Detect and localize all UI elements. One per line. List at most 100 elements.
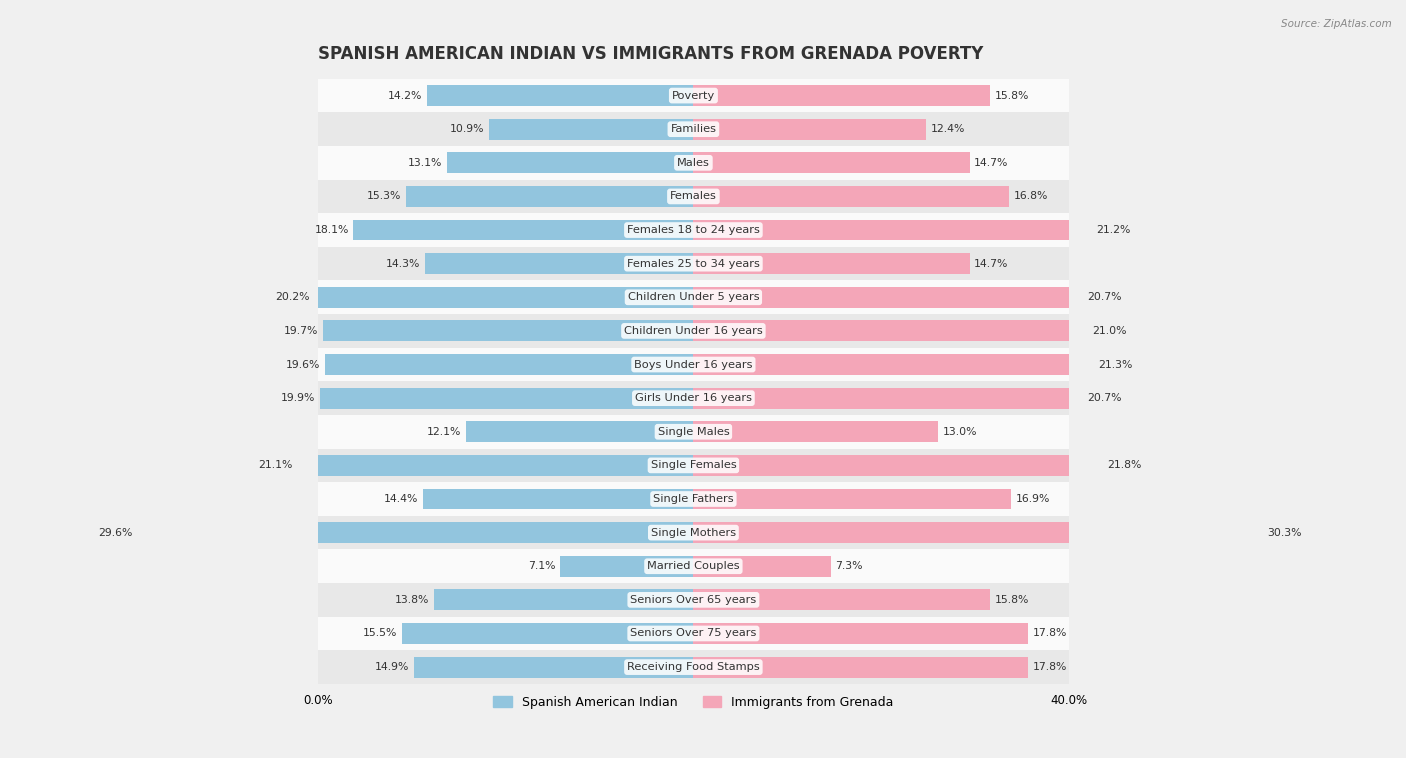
Text: Receiving Food Stamps: Receiving Food Stamps — [627, 662, 759, 672]
Text: 14.4%: 14.4% — [384, 494, 418, 504]
Text: 20.7%: 20.7% — [1087, 393, 1122, 403]
Text: 13.0%: 13.0% — [942, 427, 977, 437]
Bar — [402, 623, 693, 644]
Bar — [693, 623, 1028, 644]
Text: 20.7%: 20.7% — [1087, 293, 1122, 302]
Text: Seniors Over 65 years: Seniors Over 65 years — [630, 595, 756, 605]
Bar — [693, 220, 1091, 240]
Text: 14.9%: 14.9% — [374, 662, 409, 672]
Text: 13.1%: 13.1% — [408, 158, 443, 168]
Text: Single Males: Single Males — [658, 427, 730, 437]
Text: 7.3%: 7.3% — [835, 561, 863, 572]
Bar — [318, 583, 1069, 617]
Text: 17.8%: 17.8% — [1032, 628, 1067, 638]
Text: Females: Females — [671, 192, 717, 202]
Bar — [693, 186, 1010, 207]
Text: Poverty: Poverty — [672, 90, 716, 101]
Bar — [693, 321, 1088, 341]
Bar — [318, 146, 1069, 180]
Text: Single Fathers: Single Fathers — [654, 494, 734, 504]
Text: 14.2%: 14.2% — [388, 90, 422, 101]
Text: Males: Males — [676, 158, 710, 168]
Bar — [353, 220, 693, 240]
Bar — [297, 455, 693, 476]
Text: 30.3%: 30.3% — [1267, 528, 1302, 537]
Text: Girls Under 16 years: Girls Under 16 years — [636, 393, 752, 403]
Bar — [318, 280, 1069, 314]
Bar — [693, 119, 927, 139]
Bar — [693, 522, 1263, 543]
Bar — [693, 287, 1083, 308]
Text: 10.9%: 10.9% — [450, 124, 484, 134]
Text: Children Under 5 years: Children Under 5 years — [627, 293, 759, 302]
Bar — [323, 321, 693, 341]
Text: 29.6%: 29.6% — [98, 528, 132, 537]
Bar — [560, 556, 693, 577]
Bar — [693, 455, 1102, 476]
Text: Single Females: Single Females — [651, 460, 737, 471]
Text: 7.1%: 7.1% — [527, 561, 555, 572]
Text: 13.8%: 13.8% — [395, 595, 429, 605]
Bar — [318, 415, 1069, 449]
Legend: Spanish American Indian, Immigrants from Grenada: Spanish American Indian, Immigrants from… — [488, 691, 898, 714]
Text: Seniors Over 75 years: Seniors Over 75 years — [630, 628, 756, 638]
Bar — [693, 388, 1083, 409]
Bar — [318, 650, 1069, 684]
Bar — [318, 482, 1069, 515]
Bar — [319, 388, 693, 409]
Bar — [318, 180, 1069, 213]
Text: 21.1%: 21.1% — [257, 460, 292, 471]
Bar — [447, 152, 693, 174]
Bar — [434, 590, 693, 610]
Bar — [138, 522, 693, 543]
Bar — [318, 381, 1069, 415]
Text: 16.9%: 16.9% — [1015, 494, 1050, 504]
Bar — [693, 85, 990, 106]
Text: Females 18 to 24 years: Females 18 to 24 years — [627, 225, 759, 235]
Text: Boys Under 16 years: Boys Under 16 years — [634, 359, 752, 370]
Text: 21.3%: 21.3% — [1098, 359, 1133, 370]
Text: Single Mothers: Single Mothers — [651, 528, 735, 537]
Bar — [318, 213, 1069, 247]
Bar — [318, 550, 1069, 583]
Text: 19.9%: 19.9% — [281, 393, 315, 403]
Text: 14.3%: 14.3% — [385, 258, 420, 268]
Bar — [426, 85, 693, 106]
Bar — [693, 421, 938, 442]
Text: Females 25 to 34 years: Females 25 to 34 years — [627, 258, 759, 268]
Text: Children Under 16 years: Children Under 16 years — [624, 326, 763, 336]
Text: Families: Families — [671, 124, 717, 134]
Bar — [406, 186, 693, 207]
Bar — [489, 119, 693, 139]
Bar — [318, 247, 1069, 280]
Bar — [425, 253, 693, 274]
Text: 14.7%: 14.7% — [974, 158, 1008, 168]
Text: 15.8%: 15.8% — [995, 595, 1029, 605]
Text: 18.1%: 18.1% — [315, 225, 349, 235]
Text: 19.7%: 19.7% — [284, 326, 319, 336]
Bar — [423, 489, 693, 509]
Bar — [318, 449, 1069, 482]
Text: Married Couples: Married Couples — [647, 561, 740, 572]
Text: 15.5%: 15.5% — [363, 628, 398, 638]
Text: 14.7%: 14.7% — [974, 258, 1008, 268]
Bar — [318, 112, 1069, 146]
Bar — [318, 617, 1069, 650]
Text: 12.1%: 12.1% — [427, 427, 461, 437]
Text: 21.8%: 21.8% — [1108, 460, 1142, 471]
Bar — [413, 656, 693, 678]
Text: 19.6%: 19.6% — [287, 359, 321, 370]
Bar — [693, 556, 831, 577]
Bar — [693, 253, 970, 274]
Bar — [693, 152, 970, 174]
Text: Source: ZipAtlas.com: Source: ZipAtlas.com — [1281, 19, 1392, 29]
Text: 21.0%: 21.0% — [1092, 326, 1128, 336]
Text: 17.8%: 17.8% — [1032, 662, 1067, 672]
Bar — [325, 354, 693, 375]
Bar — [318, 79, 1069, 112]
Text: SPANISH AMERICAN INDIAN VS IMMIGRANTS FROM GRENADA POVERTY: SPANISH AMERICAN INDIAN VS IMMIGRANTS FR… — [318, 45, 983, 64]
Text: 15.8%: 15.8% — [995, 90, 1029, 101]
Text: 15.3%: 15.3% — [367, 192, 401, 202]
Text: 16.8%: 16.8% — [1014, 192, 1047, 202]
Bar — [314, 287, 693, 308]
